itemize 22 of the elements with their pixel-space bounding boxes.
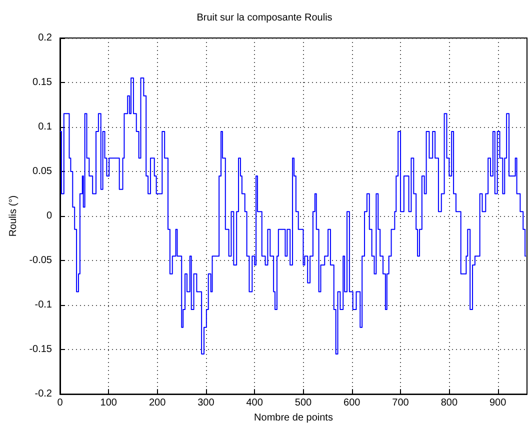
x-tick-label: 0 — [57, 398, 64, 409]
y-tick-label: -0.15 — [29, 344, 52, 356]
x-tick-label: 300 — [198, 398, 215, 409]
x-tick-label: 800 — [440, 398, 458, 409]
y-axis-title: Roulis (°) — [8, 195, 19, 237]
y-tick-label: -0.1 — [34, 300, 52, 311]
y-tick-label: 0.1 — [38, 122, 52, 133]
x-tick-label: 100 — [100, 398, 118, 409]
y-tick-label: -0.05 — [29, 255, 52, 266]
x-tick-label: 400 — [246, 398, 264, 409]
y-tick-label: 0.15 — [32, 77, 52, 88]
x-tick-label: 600 — [344, 398, 361, 409]
x-axis-title: Nombre de points — [254, 412, 333, 424]
x-tick-label: 900 — [489, 398, 507, 409]
x-tick-label: 200 — [148, 398, 166, 409]
x-tick-label: 700 — [392, 398, 410, 409]
y-tick-label: -0.2 — [34, 388, 52, 400]
y-tick-label: 0.05 — [32, 166, 52, 178]
x-tick-label: 500 — [294, 398, 312, 409]
y-tick-label: 0.2 — [38, 32, 52, 44]
chart-title: Bruit sur la composante Roulis — [196, 12, 332, 24]
y-tick-label: 0 — [46, 210, 52, 222]
